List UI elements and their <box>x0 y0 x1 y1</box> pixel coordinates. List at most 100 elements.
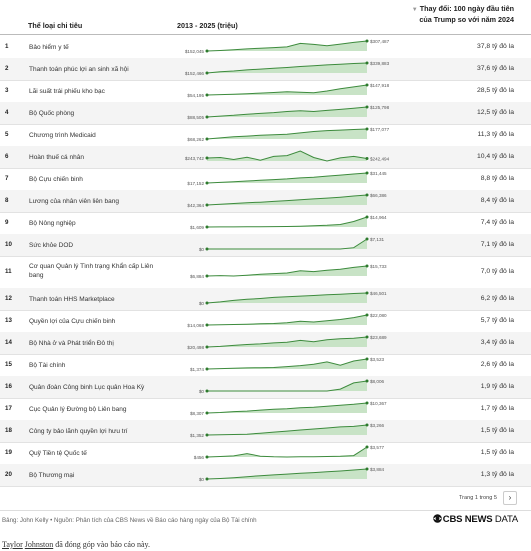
row-category: Chương trình Medicaid <box>29 131 96 139</box>
row-category: Bộ Quốc phòng <box>29 109 75 117</box>
sparkline-area <box>207 447 367 457</box>
sparkline-line <box>206 172 368 184</box>
row-change: 10,4 tỷ đô la <box>476 153 514 160</box>
sparkline-area <box>207 381 367 391</box>
row-rank: 13 <box>5 317 12 324</box>
sparkline: $6,884 $15,733 <box>190 264 387 279</box>
row-category: Quỹ Tiền tệ Quốc tế <box>29 449 87 457</box>
end-value-label: $66,386 <box>370 193 387 198</box>
next-page-button[interactable]: › <box>503 491 517 505</box>
start-value-label: $54,195 <box>187 93 204 98</box>
sparkline-area <box>207 315 367 325</box>
end-value-label: $3,523 <box>370 357 384 362</box>
table-row: 1 Bảo hiểm y tế 37,8 tỷ đô la $152,045 $307,… <box>0 36 531 59</box>
row-rank: 10 <box>5 241 12 248</box>
row-change: 2,6 tỷ đô la <box>480 361 514 368</box>
sparkline: $42,364 $66,386 <box>187 193 387 208</box>
header-category: Thể loại chi tiêu <box>28 21 83 30</box>
row-category: Bộ Thương mại <box>29 471 75 479</box>
sparkline-end-point <box>365 445 369 449</box>
sparkline-start-point <box>205 433 209 437</box>
sparkline-line <box>206 216 368 228</box>
table-row: 19 Quỹ Tiền tệ Quốc tế 1,5 tỷ đô la $456 $3,… <box>0 442 531 465</box>
end-value-label: $147,918 <box>370 83 390 88</box>
end-value-label: $3,577 <box>370 445 384 450</box>
row-rank: 15 <box>5 361 12 368</box>
sparkline-line <box>206 194 368 206</box>
credit-text: đã đóng góp vào báo cáo này. <box>53 540 151 549</box>
end-value-label: $31,445 <box>370 171 387 176</box>
end-value-label: $3,266 <box>370 423 384 428</box>
row-rank: 12 <box>5 295 12 302</box>
row-change: 6,2 tỷ đô la <box>480 295 514 302</box>
row-category: Cục Quản lý Đường bộ Liên bang <box>29 405 127 413</box>
end-value-label: $242,494 <box>370 157 390 162</box>
sparkline-start-point <box>205 389 209 393</box>
sort-arrow-icon[interactable]: ▼ <box>411 7 418 13</box>
header-change[interactable]: ▼ Thay đổi: 100 ngày đầu tiên của Trump s… <box>404 4 514 24</box>
row-category: Bộ Nhà ở và Phát triển Đô thị <box>29 339 114 347</box>
sparkline: $1,352 $3,266 <box>190 423 385 438</box>
row-change: 3,4 tỷ đô la <box>480 339 514 346</box>
sparkline-end-point <box>365 171 369 175</box>
row-rank: 9 <box>5 219 9 226</box>
end-value-label: $3,884 <box>370 467 384 472</box>
table-row: 4 Bộ Quốc phòng 12,5 tỷ đô la $88,505 $125,7… <box>0 102 531 125</box>
sparkline: $88,505 $125,798 <box>187 105 389 120</box>
sparkline-end-point <box>365 215 369 219</box>
sparkline-area <box>207 173 367 183</box>
start-value-label: $1,352 <box>190 433 204 438</box>
author-last[interactable]: Johnston <box>24 540 54 549</box>
row-change: 8,8 tỷ đô la <box>480 175 514 182</box>
start-value-label: $0 <box>199 389 205 394</box>
author-first[interactable]: Taylor <box>2 540 23 549</box>
table-row: 17 Cục Quản lý Đường bộ Liên bang 1,7 tỷ đ… <box>0 398 531 421</box>
row-change: 1,3 tỷ đô la <box>480 471 514 478</box>
start-value-label: $68,262 <box>187 137 204 142</box>
table-row: 5 Chương trình Medicaid 11,3 tỷ đô la $68,2… <box>0 124 531 147</box>
sparkline-line <box>207 238 368 250</box>
row-change: 37,8 tỷ đô la <box>476 43 514 50</box>
start-value-label: $20,498 <box>187 345 204 350</box>
sparkline: $20,498 $23,689 <box>187 335 387 350</box>
sparkline-area <box>207 359 367 369</box>
row-change: 12,5 tỷ đô la <box>476 109 514 116</box>
sparkline-end-point <box>365 357 369 361</box>
row-category: Bộ Tài chính <box>29 361 66 369</box>
row-category: Bộ Cựu chiến binh <box>29 175 83 183</box>
sparkline-line <box>206 468 368 480</box>
cbs-eye-icon <box>433 514 442 523</box>
row-category: Quân đoàn Công binh Lục quân Hoa Kỳ <box>29 383 145 391</box>
row-change: 1,5 tỷ đô la <box>480 449 514 456</box>
sparkline: $14,068 $22,080 <box>187 313 387 328</box>
sparkline: $0 $8,006 <box>199 379 385 394</box>
header-range: 2013 - 2025 (triệu) <box>177 21 238 30</box>
sparkline-start-point <box>205 93 209 97</box>
table-row: 9 Bộ Nông nghiệp 7,4 tỷ đô la $1,609 $14,964 <box>0 212 531 235</box>
start-value-label: $14,068 <box>187 323 204 328</box>
sparkline-end-point <box>365 379 369 383</box>
sparkline-end-point <box>365 313 369 317</box>
row-rank: 8 <box>5 197 9 204</box>
row-rank: 3 <box>5 87 9 94</box>
sparkline-end-point <box>365 127 369 131</box>
sparkline-area <box>207 239 367 249</box>
sparkline: $17,152 $31,445 <box>187 171 387 186</box>
sparkline-line <box>206 314 368 326</box>
table-row: 18 Công ty bảo lãnh quyền lợi hưu trí 1,5 … <box>0 420 531 443</box>
row-rank: 17 <box>5 405 12 412</box>
sparkline-line <box>206 424 368 436</box>
end-value-label: $7,131 <box>370 237 384 242</box>
sparkline: $0 $46,501 <box>199 291 387 306</box>
sparkline-start-point <box>205 156 209 160</box>
footer-divider <box>0 510 531 511</box>
table-row: 10 Sức khỏe DOD 7,1 tỷ đô la $0 $7,131 <box>0 234 531 257</box>
sparkline: $243,742 $242,494 <box>185 150 390 162</box>
sparkline: $68,262 $177,077 <box>187 127 389 142</box>
table-row: 2 Thanh toán phúc lợi an sinh xã hội 37,6 … <box>0 58 531 81</box>
end-value-label: $22,080 <box>370 313 387 318</box>
sparkline-area <box>207 469 367 479</box>
sparkline-line <box>206 446 368 458</box>
sparkline-start-point <box>205 115 209 119</box>
row-rank: 19 <box>5 449 12 456</box>
